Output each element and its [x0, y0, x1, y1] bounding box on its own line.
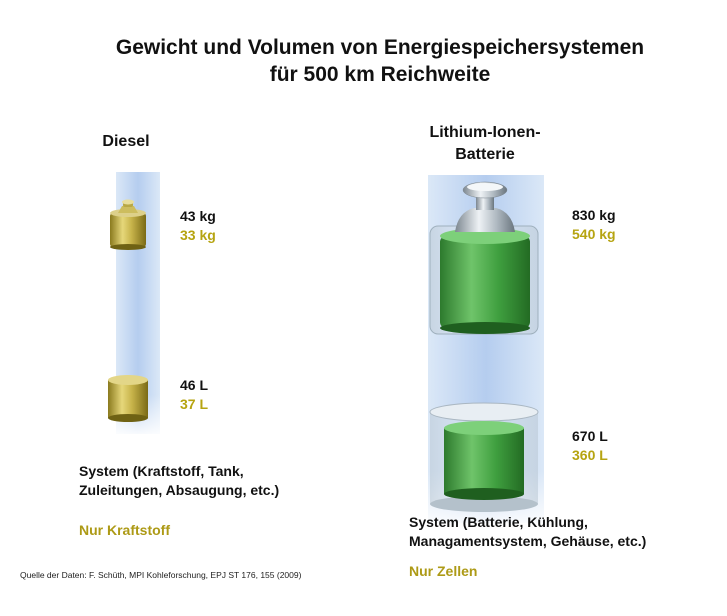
- battery-part-desc: Nur Zellen: [409, 563, 478, 579]
- battery-system-desc-line-1: System (Batterie, Kühlung,: [409, 514, 588, 530]
- diesel-system-desc-line-1: System (Kraftstoff, Tank,: [79, 463, 244, 479]
- battery-heading-line-2: Batterie: [455, 146, 515, 163]
- battery-volume-total: 670 L: [572, 428, 608, 444]
- battery-heading-line-1: Lithium-Ionen-: [429, 124, 541, 141]
- diesel-heading: Diesel: [102, 133, 150, 150]
- diesel-weight-total: 43 kg: [180, 208, 216, 224]
- battery-volume-icon: [429, 402, 539, 512]
- battery-weight-total: 830 kg: [572, 207, 616, 223]
- diesel-volume-icon: [108, 375, 148, 422]
- diesel-weight-fuel: 33 kg: [180, 227, 216, 243]
- title-line-2: für 500 km Reichweite: [269, 63, 491, 86]
- diesel-volume-fuel: 37 L: [180, 396, 209, 412]
- battery-volume-cells: 360 L: [572, 447, 608, 463]
- title-line-1: Gewicht und Volumen von Energiespeichers…: [115, 36, 645, 59]
- battery-system-desc: System (Batterie, Kühlung, Managamentsys…: [409, 513, 646, 551]
- battery-weight-icon: [429, 181, 539, 335]
- diesel-part-desc: Nur Kraftstoff: [79, 522, 170, 538]
- battery-heading: Lithium-Ionen- Batterie: [410, 122, 560, 166]
- diesel-system-desc-line-2: Zuleitungen, Absaugung, etc.): [79, 482, 280, 498]
- source-note: Quelle der Daten: F. Schüth, MPI Kohlefo…: [20, 570, 302, 580]
- battery-system-desc-line-2: Managamentsystem, Gehäuse, etc.): [409, 533, 647, 549]
- chart-title: Gewicht und Volumen von Energiespeichers…: [60, 34, 700, 88]
- battery-weight-cells: 540 kg: [572, 226, 616, 242]
- diesel-system-desc: System (Kraftstoff, Tank, Zuleitungen, A…: [79, 462, 279, 500]
- diesel-volume-total: 46 L: [180, 377, 209, 393]
- diesel-weight-icon: [110, 199, 146, 250]
